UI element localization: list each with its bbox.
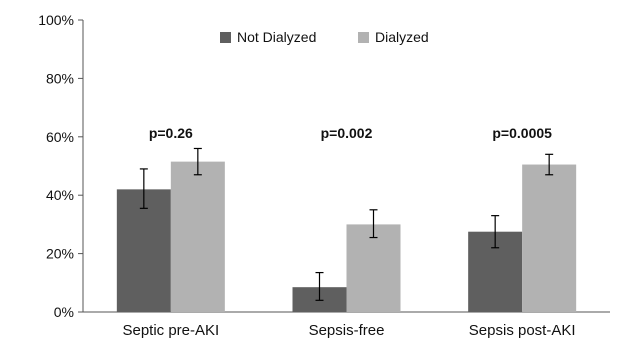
p-value-label: p=0.002 [321, 125, 373, 141]
error-bars-group [139, 147, 554, 301]
y-tick-label: 40% [46, 187, 74, 203]
legend-swatch-not-dialyzed [220, 32, 231, 43]
x-tick-label: Sepsis post-AKI [469, 322, 576, 339]
bar [522, 164, 577, 312]
p-value-label: p=0.26 [149, 125, 193, 141]
bar [116, 189, 171, 312]
bars-group [116, 161, 577, 312]
x-axis: Septic pre-AKI Sepsis-free Sepsis post-AKI [83, 311, 610, 339]
legend-label-not-dialyzed: Not Dialyzed [237, 29, 316, 45]
y-tick-label: 100% [38, 12, 74, 28]
y-tick-label: 0% [54, 304, 74, 320]
p-value-annotations: p=0.26 p=0.002 p=0.0005 [149, 125, 552, 141]
legend-swatch-dialyzed [358, 32, 369, 43]
x-tick-label: Sepsis-free [309, 322, 385, 339]
y-tick-label: 80% [46, 70, 74, 86]
y-tick-label: 60% [46, 129, 74, 145]
y-axis: 0% 20% 40% 60% 80% 100% [38, 12, 84, 320]
bar [170, 161, 225, 312]
y-tick-label: 20% [46, 246, 74, 262]
legend: Not Dialyzed Dialyzed [220, 29, 429, 45]
p-value-label: p=0.0005 [492, 125, 552, 141]
legend-label-dialyzed: Dialyzed [375, 29, 429, 45]
x-tick-label: Septic pre-AKI [122, 322, 219, 339]
bar [346, 224, 401, 312]
